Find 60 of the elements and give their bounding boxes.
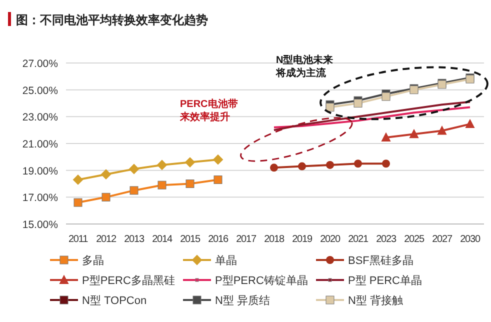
- point: [158, 180, 166, 190]
- point: [382, 160, 390, 168]
- legend-label: N型 背接触: [348, 294, 403, 307]
- point: [74, 198, 82, 207]
- point: [102, 192, 110, 202]
- legend-label: 多晶: [82, 255, 104, 267]
- x-tick-label: 2025: [404, 234, 425, 245]
- x-tick-label: 2030: [460, 234, 481, 245]
- point: [214, 175, 222, 184]
- point: [100, 169, 112, 180]
- point: [128, 164, 140, 174]
- point: [72, 174, 84, 185]
- x-tick-label: 2021: [348, 234, 369, 245]
- x-tick-label: 2023: [376, 234, 397, 245]
- point: [382, 92, 390, 101]
- line-series: [273, 100, 471, 132]
- y-tick-label: 17.00%: [22, 192, 58, 204]
- y-tick-label: 25.00%: [22, 84, 58, 97]
- x-tick-label: 2016: [208, 234, 229, 245]
- x-tick-label: 2019: [292, 234, 313, 245]
- point: [212, 154, 224, 165]
- y-tick-label: 21.00%: [22, 138, 58, 150]
- y-tick-label: 19.00%: [22, 165, 58, 178]
- legend-label: 单晶: [215, 254, 237, 267]
- point: [465, 118, 475, 128]
- legend-label: N型 TOPCon: [82, 295, 147, 307]
- x-tick-label: 2012: [96, 234, 117, 245]
- x-tick-label: 2013: [124, 234, 145, 245]
- line-series: [273, 106, 471, 128]
- legend-label: P型PERC铸锭单晶: [215, 274, 308, 287]
- annotation: PERC电池带来效率提升: [179, 98, 238, 123]
- annotation: N型电池未来将成为主流: [275, 54, 334, 79]
- point: [381, 132, 391, 142]
- point: [298, 162, 306, 170]
- point: [156, 160, 168, 170]
- x-tick-label: 2018: [264, 234, 285, 245]
- point: [184, 157, 196, 168]
- point: [409, 128, 419, 138]
- legend-label: P型PERC多晶黑硅: [82, 274, 175, 287]
- x-tick-label: 2011: [68, 234, 89, 245]
- x-tick-label: 2015: [180, 234, 201, 245]
- point: [186, 180, 194, 188]
- legend-label: BSF黑硅多晶: [348, 254, 414, 267]
- x-tick-label: 2020: [320, 234, 341, 245]
- x-tick-label: 2027: [432, 234, 453, 245]
- x-tick-label: 2017: [236, 234, 257, 245]
- point: [270, 164, 278, 172]
- point: [326, 160, 334, 169]
- point: [354, 160, 362, 168]
- y-tick-label: 23.00%: [22, 112, 58, 124]
- point: [437, 126, 447, 135]
- legend-label: N型 异质结: [215, 294, 270, 307]
- y-tick-label: 27.00%: [22, 58, 58, 70]
- chart-title: 图：不同电池平均转换效率变化趋势: [16, 13, 208, 27]
- point: [354, 99, 362, 108]
- y-tick-label: 15.00%: [22, 219, 58, 231]
- point: [130, 186, 138, 195]
- point: [326, 103, 334, 112]
- x-tick-label: 2014: [152, 234, 173, 245]
- legend-label: P型 PERC单晶: [348, 274, 422, 287]
